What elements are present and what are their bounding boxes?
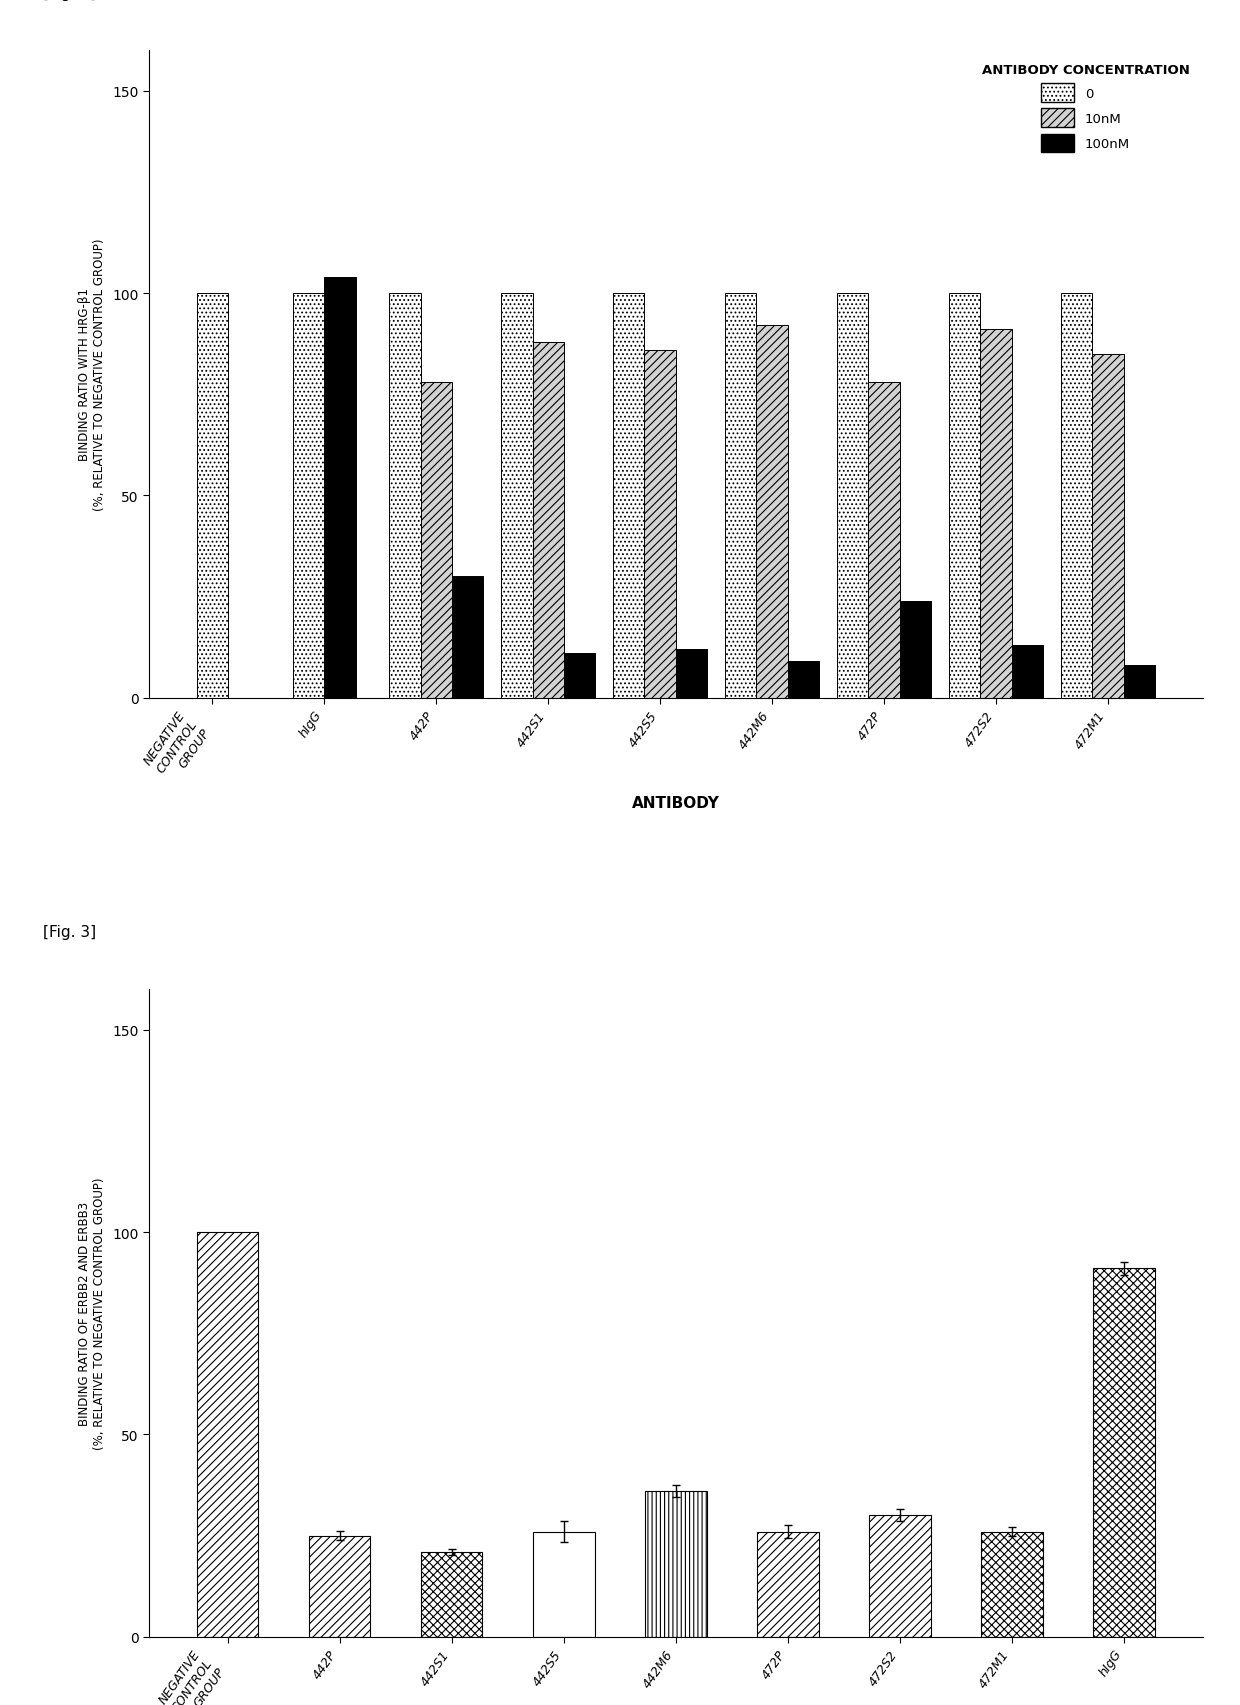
Bar: [420, 384, 451, 699]
Bar: [981, 331, 1012, 699]
Bar: [532, 343, 564, 699]
Bar: [900, 602, 931, 699]
Bar: [293, 293, 325, 699]
Bar: [1094, 1269, 1154, 1637]
Bar: [533, 1531, 594, 1637]
Bar: [787, 662, 820, 699]
Bar: [389, 293, 420, 699]
Y-axis label: BINDING RATIO WITH HRG-β1
(%, RELATIVE TO NEGATIVE CONTROL GROUP): BINDING RATIO WITH HRG-β1 (%, RELATIVE T…: [78, 239, 107, 512]
Bar: [420, 1552, 482, 1637]
Legend: 0, 10nM, 100nM: 0, 10nM, 100nM: [975, 58, 1197, 160]
Bar: [676, 650, 707, 699]
Y-axis label: BINDING RATIO OF ERBB2 AND ERBB3
(%, RELATIVE TO NEGATIVE CONTROL GROUP): BINDING RATIO OF ERBB2 AND ERBB3 (%, REL…: [78, 1176, 107, 1449]
Bar: [451, 576, 484, 699]
Bar: [756, 326, 787, 699]
Bar: [758, 1531, 818, 1637]
Bar: [1061, 293, 1092, 699]
Bar: [325, 278, 356, 699]
Bar: [949, 293, 981, 699]
Bar: [197, 1233, 258, 1637]
Text: [Fig. 3]: [Fig. 3]: [43, 924, 97, 939]
Bar: [868, 384, 900, 699]
Bar: [1012, 646, 1043, 699]
Bar: [837, 293, 868, 699]
Bar: [564, 653, 595, 699]
Bar: [309, 1536, 371, 1637]
Bar: [613, 293, 645, 699]
Bar: [501, 293, 532, 699]
Bar: [725, 293, 756, 699]
Bar: [1092, 355, 1123, 699]
Bar: [1123, 667, 1154, 699]
Bar: [645, 351, 676, 699]
Bar: [645, 1492, 707, 1637]
Bar: [197, 293, 228, 699]
Bar: [869, 1516, 931, 1637]
X-axis label: ANTIBODY: ANTIBODY: [632, 796, 719, 810]
Bar: [981, 1531, 1043, 1637]
